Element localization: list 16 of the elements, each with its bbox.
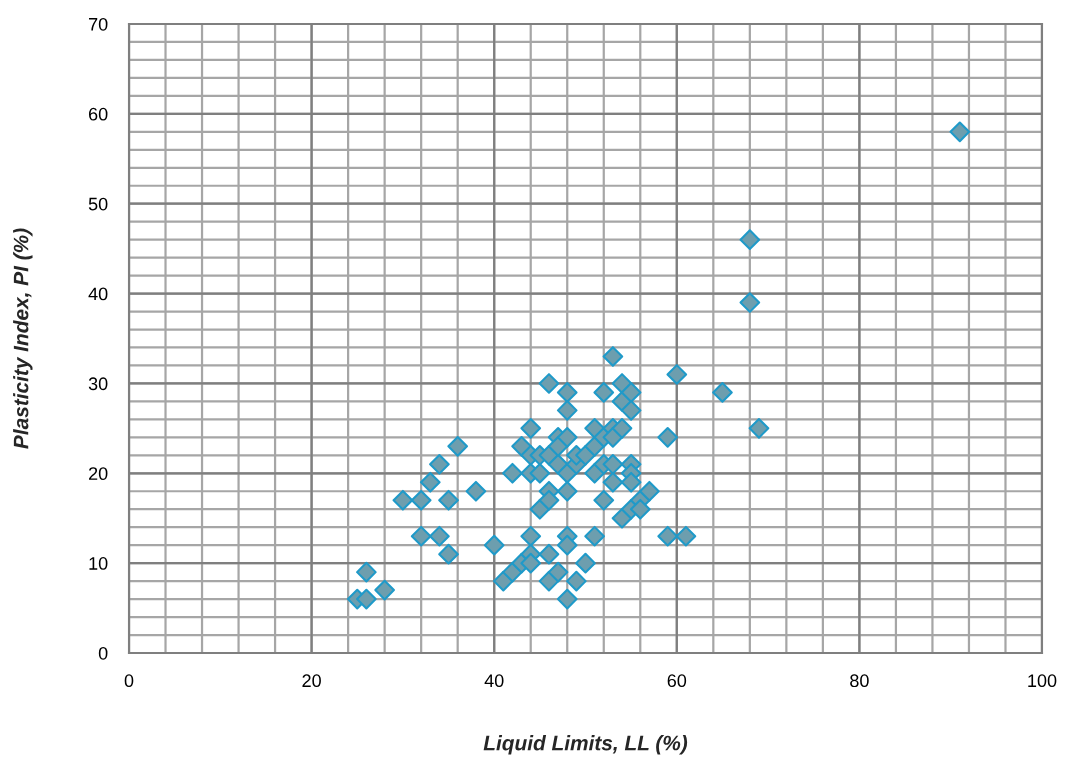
y-tick-label: 60 <box>89 107 108 121</box>
x-tick-label: 60 <box>667 674 687 688</box>
y-tick-label: 20 <box>88 467 108 481</box>
y-axis-title: Plasticity Index, PI (%) <box>13 228 33 449</box>
x-tick-label: 0 <box>124 674 134 688</box>
x-axis-title: Liquid Limits, LL (%) <box>483 735 688 755</box>
x-tick-label: 40 <box>484 674 504 688</box>
x-tick-label: 20 <box>302 674 321 688</box>
y-tick-label: 0 <box>98 646 108 660</box>
y-tick-label: 70 <box>89 17 108 31</box>
y-tick-label: 10 <box>89 557 108 570</box>
x-tick-label: 100 <box>1028 674 1057 688</box>
y-tick-label: 40 <box>88 287 108 301</box>
y-tick-label: 50 <box>88 197 108 211</box>
y-tick-label: 30 <box>88 377 108 391</box>
x-tick-label: 80 <box>850 674 869 688</box>
